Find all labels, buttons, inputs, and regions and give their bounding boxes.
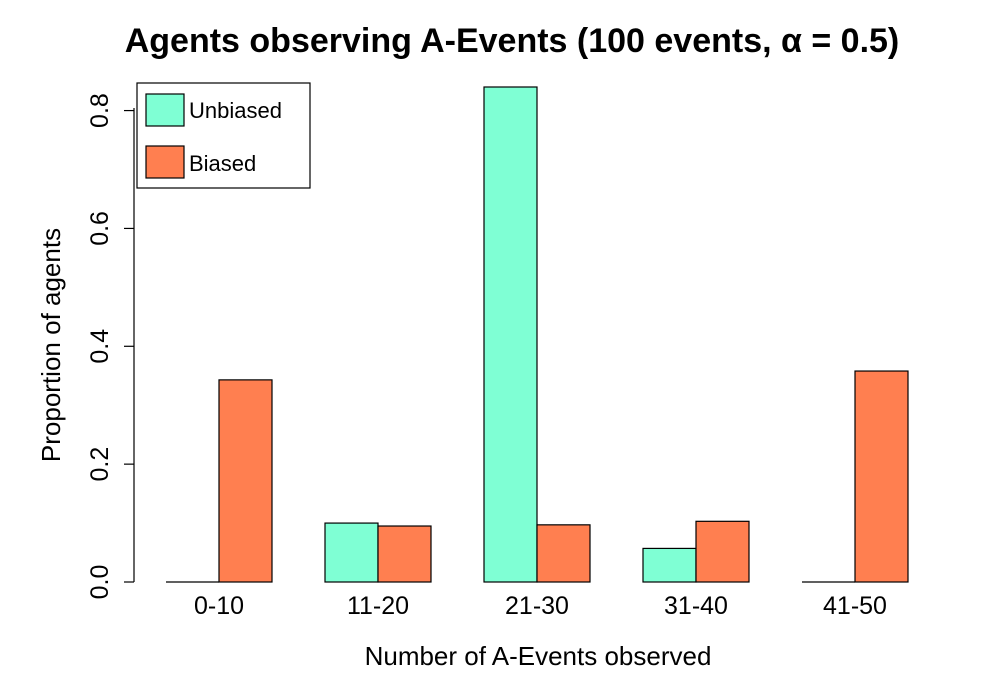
y-tick-label: 0.0 [86, 565, 114, 600]
bar-unbiased-21-30 [483, 86, 538, 583]
x-tick-label: 21-30 [505, 592, 569, 620]
legend-swatch-unbiased [145, 93, 185, 127]
y-tick-label: 0.4 [86, 329, 114, 364]
x-ticks-group: 0-10 11-20 21-30 31-40 41-50 [194, 592, 887, 620]
legend-label-biased: Biased [189, 151, 256, 176]
y-tick-label: 0.6 [86, 211, 114, 246]
legend-label-unbiased: Unbiased [189, 98, 282, 123]
bar-unbiased-11-20 [324, 522, 379, 583]
x-axis-label: Number of A-Events observed [365, 641, 712, 671]
y-tick-label: 0.2 [86, 447, 114, 482]
bars-group [166, 86, 909, 583]
bar-biased-11-20 [377, 525, 432, 583]
bar-biased-41-50 [854, 370, 909, 583]
x-tick-label: 41-50 [823, 592, 887, 620]
legend: Unbiased Biased [136, 82, 311, 189]
y-axis-label: Proportion of agents [36, 228, 66, 462]
bar-biased-0-10 [218, 379, 273, 583]
legend-swatch-biased [145, 145, 185, 179]
bar-biased-31-40 [695, 520, 750, 583]
bar-biased-21-30 [536, 524, 591, 583]
x-tick-label: 0-10 [194, 592, 244, 620]
bar-unbiased-31-40 [642, 547, 697, 583]
y-tick-label: 0.8 [86, 93, 114, 128]
y-ticks-group: 0.0 0.2 0.4 0.6 0.8 [86, 93, 134, 599]
chart-title: Agents observing A-Events (100 events, α… [125, 22, 900, 60]
x-tick-label: 31-40 [664, 592, 728, 620]
x-tick-label: 11-20 [347, 592, 409, 620]
